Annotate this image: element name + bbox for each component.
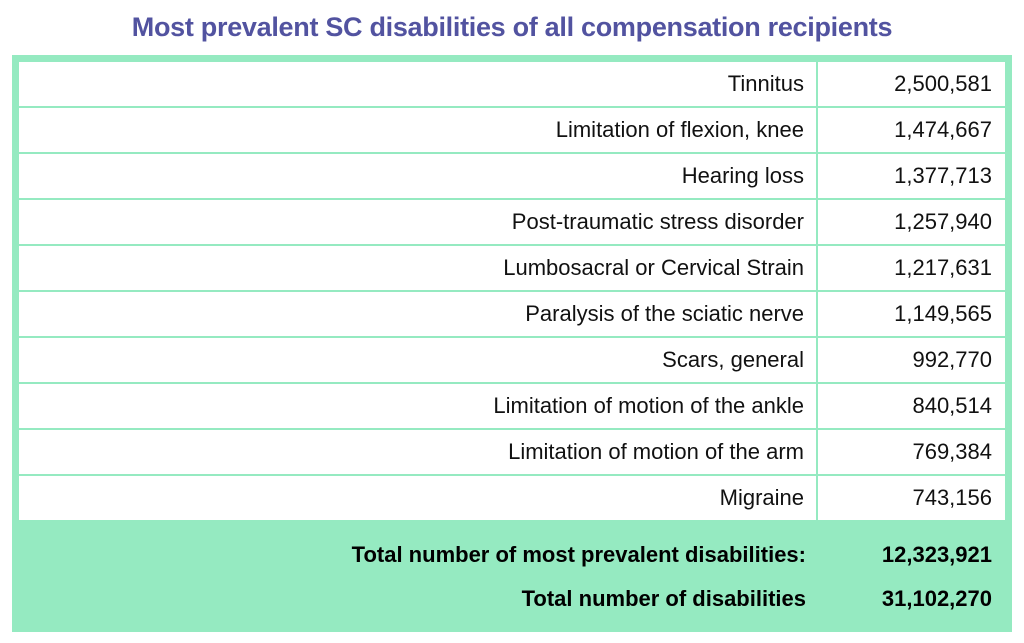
- row-label: Paralysis of the sciatic nerve: [19, 292, 816, 336]
- total-label: Total number of most prevalent disabilit…: [351, 542, 806, 567]
- row-label: Limitation of flexion, knee: [19, 108, 816, 152]
- row-value: 1,474,667: [818, 108, 1005, 152]
- total-value: 31,102,270: [881, 586, 992, 611]
- row-value: 1,377,713: [818, 154, 1005, 198]
- table-row: Post-traumatic stress disorder 1,257,940: [19, 200, 1005, 244]
- table-title: Most prevalent SC disabilities of all co…: [131, 12, 893, 42]
- row-value: 1,257,940: [818, 200, 1005, 244]
- row-value: 769,384: [818, 430, 1005, 474]
- disabilities-table: Tinnitus 2,500,581 Limitation of flexion,…: [12, 55, 1012, 632]
- row-label: Lumbosacral or Cervical Strain: [19, 246, 816, 290]
- table-row: Tinnitus 2,500,581: [19, 62, 1005, 106]
- row-label: Migraine: [19, 476, 816, 520]
- total-row-prevalent: Total number of most prevalent disabilit…: [19, 533, 1005, 577]
- table-row: Migraine 743,156: [19, 476, 1005, 520]
- total-row-all: Total number of disabilities 31,102,270: [19, 577, 1005, 621]
- table-row: Hearing loss 1,377,713: [19, 154, 1005, 198]
- table-row: Scars, general 992,770: [19, 338, 1005, 382]
- row-label: Hearing loss: [19, 154, 816, 198]
- total-label: Total number of disabilities: [521, 586, 806, 611]
- row-value: 1,149,565: [818, 292, 1005, 336]
- table-totals: Total number of most prevalent disabilit…: [19, 533, 1005, 621]
- table-row: Limitation of motion of the ankle 840,514: [19, 384, 1005, 428]
- table-row: Paralysis of the sciatic nerve 1,149,565: [19, 292, 1005, 336]
- row-label: Scars, general: [19, 338, 816, 382]
- row-value: 1,217,631: [818, 246, 1005, 290]
- row-value: 743,156: [818, 476, 1005, 520]
- table-row: Limitation of motion of the arm 769,384: [19, 430, 1005, 474]
- table-body: Tinnitus 2,500,581 Limitation of flexion,…: [19, 62, 1005, 522]
- table-row: Lumbosacral or Cervical Strain 1,217,631: [19, 246, 1005, 290]
- row-value: 2,500,581: [818, 62, 1005, 106]
- row-value: 840,514: [818, 384, 1005, 428]
- row-value: 992,770: [818, 338, 1005, 382]
- row-label: Tinnitus: [19, 62, 816, 106]
- row-label: Limitation of motion of the arm: [19, 430, 816, 474]
- total-value: 12,323,921: [881, 542, 992, 567]
- row-label: Post-traumatic stress disorder: [19, 200, 816, 244]
- table-row: Limitation of flexion, knee 1,474,667: [19, 108, 1005, 152]
- row-label: Limitation of motion of the ankle: [19, 384, 816, 428]
